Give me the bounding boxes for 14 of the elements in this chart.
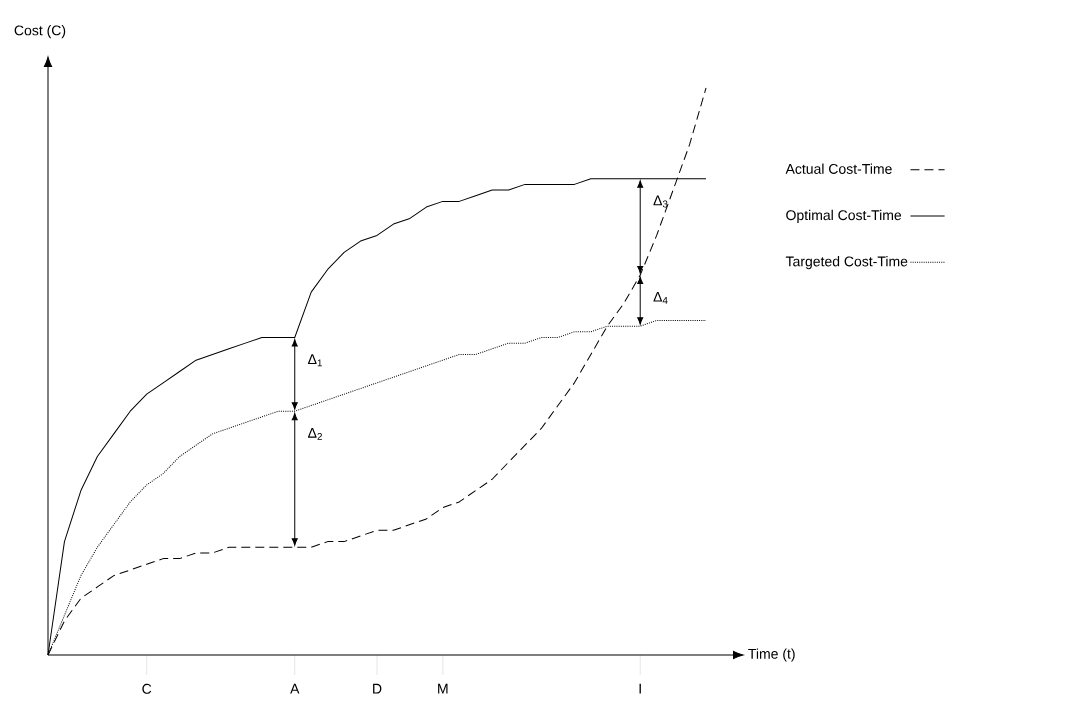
x-tick-label: A <box>290 683 300 694</box>
x-tick-label: I <box>639 683 641 694</box>
annotation: Δ$_{4}$ <box>653 291 668 304</box>
legend-label: Targeted Cost-Time <box>785 256 908 270</box>
x-tick-label: C <box>142 683 152 694</box>
annotation: Δ$_{3}$ <box>653 195 668 208</box>
x-tick-label: D <box>373 683 382 694</box>
legend-label: Optimal Cost-Time <box>786 209 902 223</box>
x-tick-label: M <box>438 683 448 694</box>
legend-label: Actual Cost-Time <box>785 163 892 174</box>
y-axis-title: Cost (C) <box>14 25 66 39</box>
annotation: Δ$_{1}$ <box>308 354 322 367</box>
x-axis-title: Time (t) <box>748 648 795 662</box>
annotation: Δ$_{2}$ <box>308 428 322 440</box>
